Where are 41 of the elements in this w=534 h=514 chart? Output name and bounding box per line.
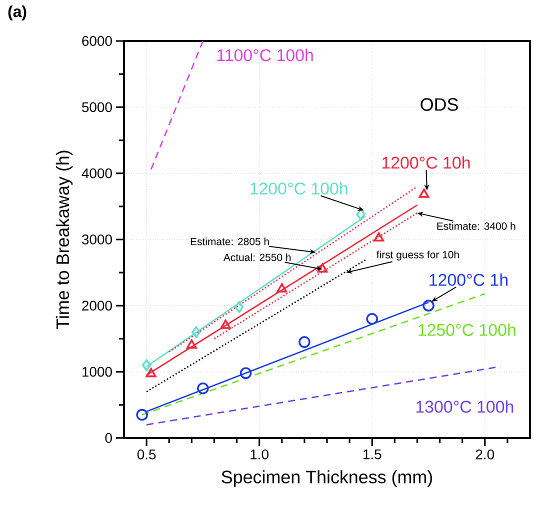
x-tick-label: 1.0 bbox=[250, 449, 268, 460]
y-tick-label: 0 bbox=[105, 433, 112, 443]
y-tick-label: 6000 bbox=[82, 36, 112, 46]
point bbox=[146, 368, 156, 378]
point bbox=[276, 283, 288, 293]
point bbox=[356, 208, 366, 220]
y-tick-label: 2000 bbox=[82, 300, 112, 311]
annotation: ODS bbox=[420, 98, 458, 111]
series-label: 1200°C 1h bbox=[430, 273, 508, 286]
y-tick-label: 1000 bbox=[82, 366, 112, 377]
point bbox=[197, 382, 209, 394]
y-tick-label: 5000 bbox=[82, 102, 112, 112]
point bbox=[374, 232, 384, 242]
x-axis-title: Specimen Thickness (mm) bbox=[222, 470, 432, 487]
point bbox=[422, 300, 434, 312]
point bbox=[240, 367, 252, 380]
point bbox=[186, 339, 197, 349]
series-label: 1250°C 100h bbox=[418, 324, 516, 336]
annotation: Estimate: 3400 h bbox=[437, 222, 516, 230]
series-label: 1200°C 10h bbox=[382, 156, 470, 169]
point bbox=[142, 359, 152, 372]
point bbox=[418, 188, 430, 198]
series-label: 1300°C 100h bbox=[416, 400, 514, 413]
x-tick-label: 2.0 bbox=[476, 449, 494, 460]
series-label: 1100°C 100h bbox=[217, 48, 313, 62]
annotation: Estimate: 2805 h bbox=[190, 238, 269, 246]
point bbox=[234, 301, 244, 313]
point bbox=[298, 336, 310, 348]
series-label: 1200°C 100h bbox=[250, 182, 348, 195]
point bbox=[192, 326, 201, 338]
point bbox=[220, 320, 231, 329]
y-tick-label: 4000 bbox=[82, 168, 112, 178]
point bbox=[317, 263, 328, 273]
y-tick-label: 3000 bbox=[82, 234, 112, 244]
x-tick-label: 1.5 bbox=[363, 450, 382, 460]
x-tick-label: 0.5 bbox=[137, 449, 156, 460]
y-axis-title: Time to Breakaway (h) bbox=[56, 150, 73, 329]
annotation: first guess for 10h bbox=[376, 250, 459, 260]
point bbox=[366, 312, 378, 325]
chart-title: (a) bbox=[8, 6, 26, 20]
annotation: Actual: 2550 h bbox=[223, 253, 291, 262]
